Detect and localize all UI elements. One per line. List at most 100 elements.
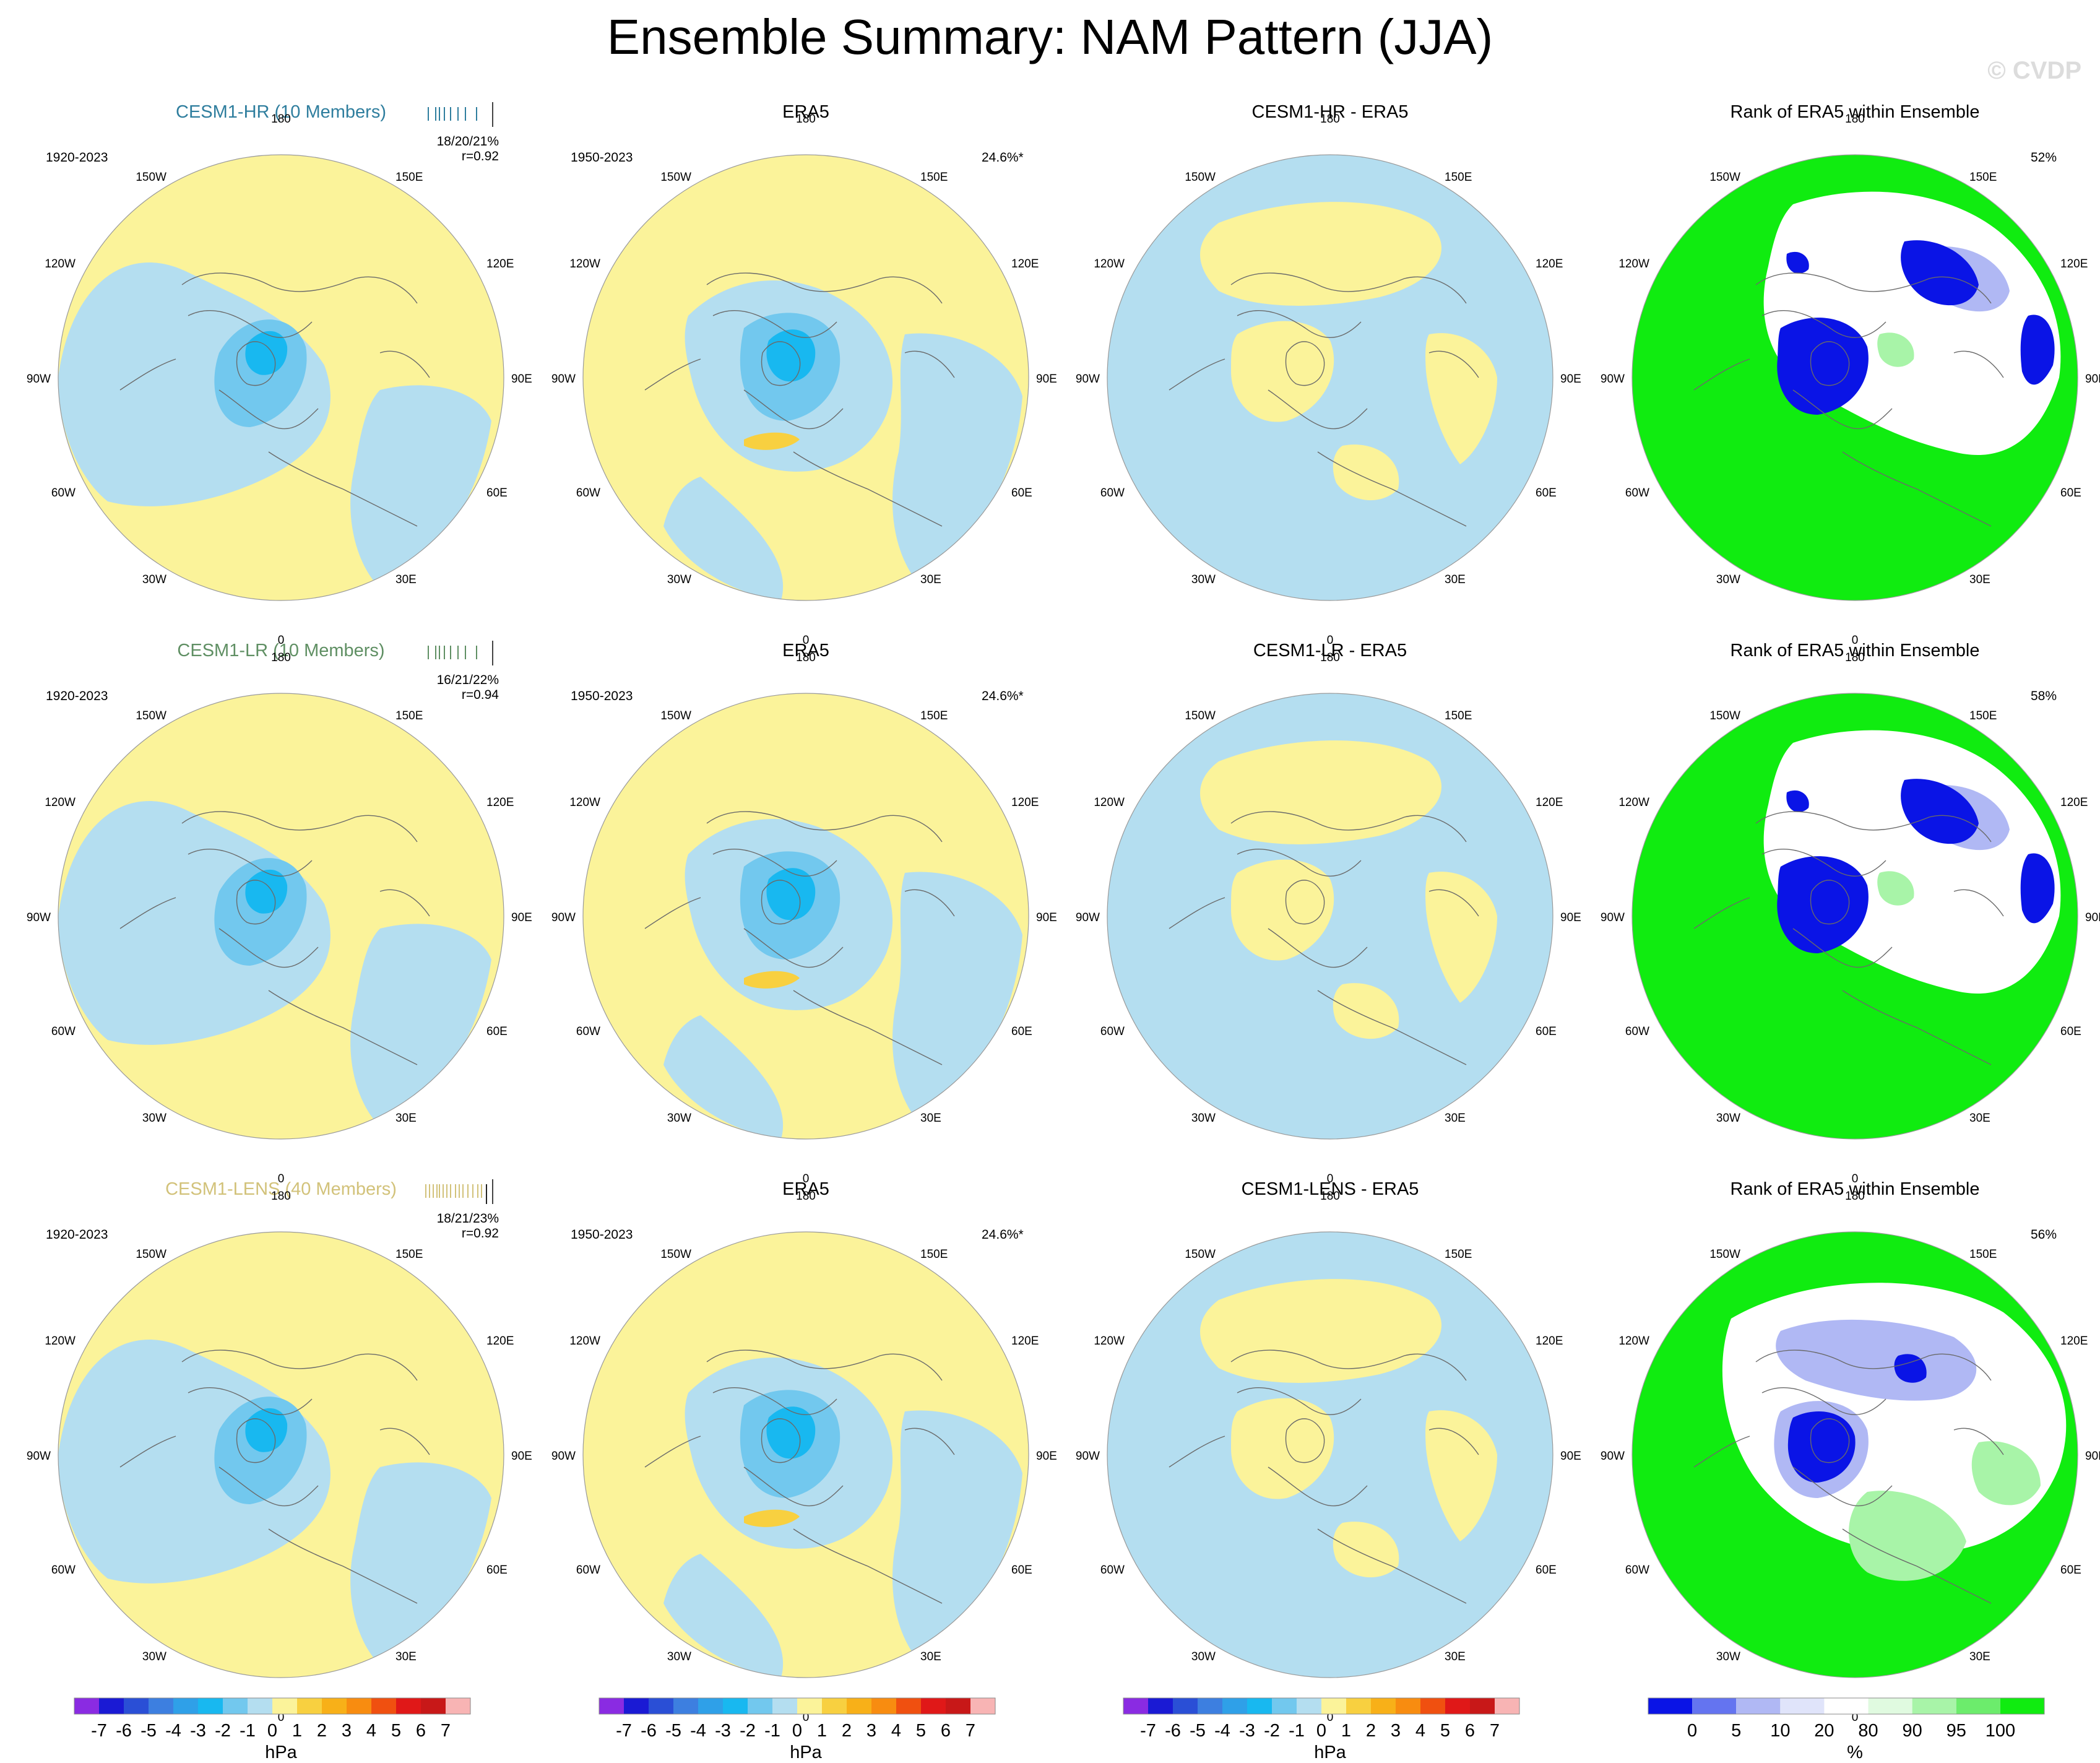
- colorbar-swatch: [1123, 1698, 1148, 1714]
- lon-label-left-mid-lower: 60W: [1625, 487, 1649, 500]
- colorbar-tick-label: 95: [1947, 1721, 1966, 1741]
- coastlines: [1693, 1349, 2004, 1604]
- lon-label-left-mid-upper: 120W: [1094, 258, 1125, 271]
- coastline-6: [904, 350, 955, 378]
- polar-map: 180 0 150W 150E 120W 120E 90W 90E 60W 60E 30W 30E: [27, 651, 532, 1185]
- coastline-6: [1428, 350, 1479, 378]
- coastline-1: [188, 1387, 313, 1415]
- coastline-0: [1755, 272, 1992, 304]
- lon-label-top: 180: [1320, 1190, 1340, 1203]
- lon-label-top: 180: [271, 1190, 291, 1203]
- coastline-5: [1693, 897, 1750, 929]
- colorbar-tick-label: -7: [1140, 1721, 1156, 1741]
- lon-label-right-mid: 90E: [511, 373, 532, 386]
- lon-label-left-upper: 150W: [1185, 709, 1216, 722]
- coastlines: [119, 1349, 430, 1604]
- colorbar-tick-label: 4: [1415, 1721, 1425, 1741]
- coastlines: [119, 272, 430, 527]
- lon-label-bottom: 0: [803, 1172, 810, 1185]
- coastline-6: [1953, 350, 2004, 378]
- colorbar-swatch: [1956, 1698, 2000, 1714]
- colorbar-rank: 0 5 10 20 80 90 95 100%: [1592, 1693, 2100, 1762]
- colorbar-tick-label: 80: [1858, 1721, 1878, 1741]
- colorbar-swatch: [1371, 1698, 1396, 1714]
- lon-label-right-lower: 30E: [1969, 1650, 1990, 1663]
- polar-map: 180 0 150W 150E 120W 120E 90W 90E 60W 60E 30W 30E: [551, 1190, 1057, 1724]
- polar-map: 180 0 150W 150E 120W 120E 90W 90E 60W 60E 30W 30E: [1601, 113, 2100, 647]
- field-contour-4: [2020, 853, 2055, 924]
- colorbar-graphic: -7 -6 -5 -4 -3 -2 -1 0 1 2 3 4 5 6 7: [74, 1697, 471, 1741]
- lon-label-left-lower: 30W: [667, 1112, 691, 1125]
- lon-label-left-mid-lower: 60W: [1625, 1025, 1649, 1038]
- coastline-3: [793, 990, 943, 1065]
- coastline-0: [1230, 1349, 1467, 1381]
- lon-label-left-upper: 150W: [136, 709, 166, 722]
- colorbar-tick-label: 6: [416, 1721, 426, 1741]
- colorbar-swatch: [748, 1698, 772, 1714]
- colorbar-tick-label: 7: [1490, 1721, 1500, 1741]
- colorbar-tick-label: -1: [240, 1721, 256, 1741]
- lon-label-left-mid-lower: 60W: [576, 1025, 600, 1038]
- colorbar-swatch: [272, 1698, 297, 1714]
- map-field: [1200, 1279, 1497, 1578]
- colorbar-tick-label: 2: [317, 1721, 327, 1741]
- colorbar-swatch: [1445, 1698, 1470, 1714]
- coastline-4: [236, 341, 276, 386]
- field-contour-3: [1333, 983, 1399, 1039]
- polar-map: 180 0 150W 150E 120W 120E 90W 90E 60W 60E 30W 30E: [1076, 651, 1581, 1185]
- coastline-6: [379, 1427, 430, 1455]
- colorbar-graphic: -7 -6 -5 -4 -3 -2 -1 0 1 2 3 4 5 6 7: [598, 1697, 996, 1741]
- lon-label-left-mid: 90W: [1601, 373, 1625, 386]
- colorbar-tick-label: -4: [165, 1721, 181, 1741]
- colorbar-tick-label: -3: [1239, 1721, 1255, 1741]
- lon-label-right-mid-lower: 60E: [2060, 1025, 2081, 1038]
- lon-label-right-mid: 90E: [2085, 1450, 2100, 1463]
- lon-label-top: 180: [796, 651, 816, 664]
- lon-label-left-lower: 30W: [1716, 1112, 1740, 1125]
- colorbar-swatch: [797, 1698, 822, 1714]
- colorbar-unit: %: [1847, 1743, 1863, 1762]
- coastline-4: [236, 1418, 276, 1463]
- colorbar-swatch: [649, 1698, 673, 1714]
- lon-label-bottom: 0: [1327, 1172, 1334, 1185]
- coastline-5: [1169, 1436, 1225, 1468]
- panel-title: Rank of ERA5 within Ensemble: [1730, 102, 1980, 122]
- colorbar-hpa-col3: -7 -6 -5 -4 -3 -2 -1 0 1 2 3 4 5 6 7 hPa: [1068, 1693, 1592, 1762]
- colorbar-tick-label: 0: [267, 1721, 277, 1741]
- colorbar-tick-label: 2: [842, 1721, 852, 1741]
- coastline-2: [218, 389, 319, 430]
- lon-label-left-upper: 150W: [1709, 1248, 1740, 1261]
- variance-range: 18/21/23%: [436, 1211, 499, 1226]
- period-label: 1950-2023: [571, 150, 633, 165]
- coastline-0: [181, 811, 418, 843]
- lon-label-right-upper: 150E: [395, 709, 423, 722]
- lon-label-left-lower: 30W: [1191, 573, 1216, 586]
- lon-label-right-lower: 30E: [920, 1650, 941, 1663]
- colorbar-unit: hPa: [265, 1743, 297, 1762]
- lon-label-right-upper: 150E: [920, 1248, 948, 1261]
- lon-label-right-mid: 90E: [1560, 911, 1581, 924]
- field-contour-5: [744, 1509, 800, 1527]
- lon-label-right-mid-upper: 120E: [1011, 796, 1039, 809]
- colorbar-swatch: [673, 1698, 698, 1714]
- panel-row3-rank: Rank of ERA5 within Ensemble 180 0 150W 150E…: [1592, 1179, 2100, 1724]
- colorbar-frame: [1123, 1697, 1520, 1715]
- map-field: [58, 1339, 491, 1665]
- lon-label-left-mid-upper: 120W: [1618, 796, 1649, 809]
- period-label: 1950-2023: [571, 1228, 633, 1242]
- lon-label-right-mid-lower: 60E: [1536, 487, 1557, 500]
- lon-label-right-mid-upper: 120E: [1011, 258, 1039, 271]
- map-field: [663, 818, 1022, 1139]
- period-label: 1920-2023: [46, 689, 108, 703]
- colorbar-tick-label: 5: [916, 1721, 926, 1741]
- panel-title: Rank of ERA5 within Ensemble: [1730, 641, 1980, 661]
- lon-label-left-lower: 30W: [667, 1650, 691, 1663]
- lon-label-left-mid-upper: 120W: [45, 796, 76, 809]
- field-contour-2: [1901, 779, 1979, 844]
- coastline-1: [1761, 1387, 1886, 1415]
- coastline-6: [904, 889, 955, 917]
- colorbar-tick-label: -6: [1165, 1721, 1181, 1741]
- coastline-6: [379, 889, 430, 917]
- colorbar-tick-label: 1: [1341, 1721, 1351, 1741]
- lon-label-left-upper: 150W: [136, 1248, 166, 1261]
